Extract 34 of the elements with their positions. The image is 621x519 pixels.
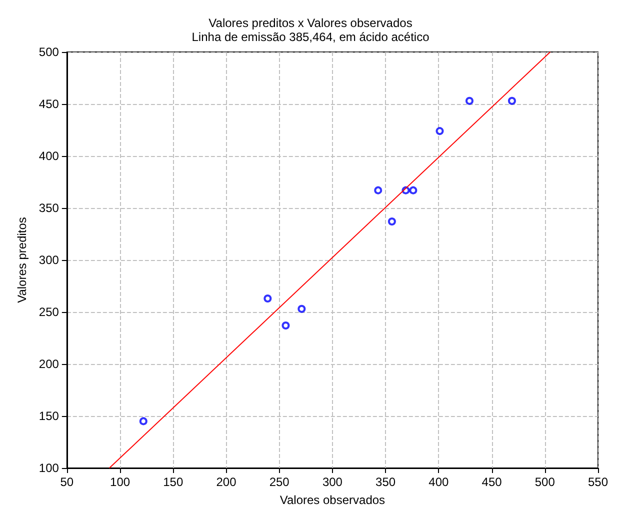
point [139,417,148,426]
y-tick-label: 300 [38,253,60,267]
x-tick-label: 350 [376,475,396,489]
point [264,294,272,302]
y-tick-label: 400 [38,149,60,163]
y-tick-label: 250 [38,305,60,319]
point [436,127,444,136]
chart-title: Valores preditos x Valores observados [208,16,412,30]
x-tick-label: 450 [482,475,502,489]
y-tick-label: 350 [38,201,60,215]
x-tick-label: 400 [428,475,450,489]
chart-subtitle: Linha de emissão 385,464, em ácido acético [192,30,430,44]
x-axis-title: Valores observados [280,493,386,507]
point [298,304,306,313]
y-axis-title: Valores preditos [15,217,29,303]
point [388,218,396,226]
y-tick-label: 100 [38,461,60,475]
x-tick-label: 500 [534,475,556,489]
x-tick-label: 150 [163,475,184,489]
y-tick-label: 150 [38,409,60,423]
point [508,96,516,105]
x-tick-label: 100 [110,475,130,489]
point [282,322,290,330]
x-tick-label: 250 [269,475,290,489]
x-tick-label: 550 [588,475,608,489]
point [465,96,474,105]
y-tick-label: 200 [38,357,60,371]
y-tick-label: 500 [38,45,60,59]
y-tick-label: 450 [38,97,60,111]
x-tick-label: 200 [216,475,237,489]
point [409,186,418,194]
point [374,186,382,194]
x-tick-label: 50 [60,475,74,489]
x-tick-label: 300 [322,475,343,489]
